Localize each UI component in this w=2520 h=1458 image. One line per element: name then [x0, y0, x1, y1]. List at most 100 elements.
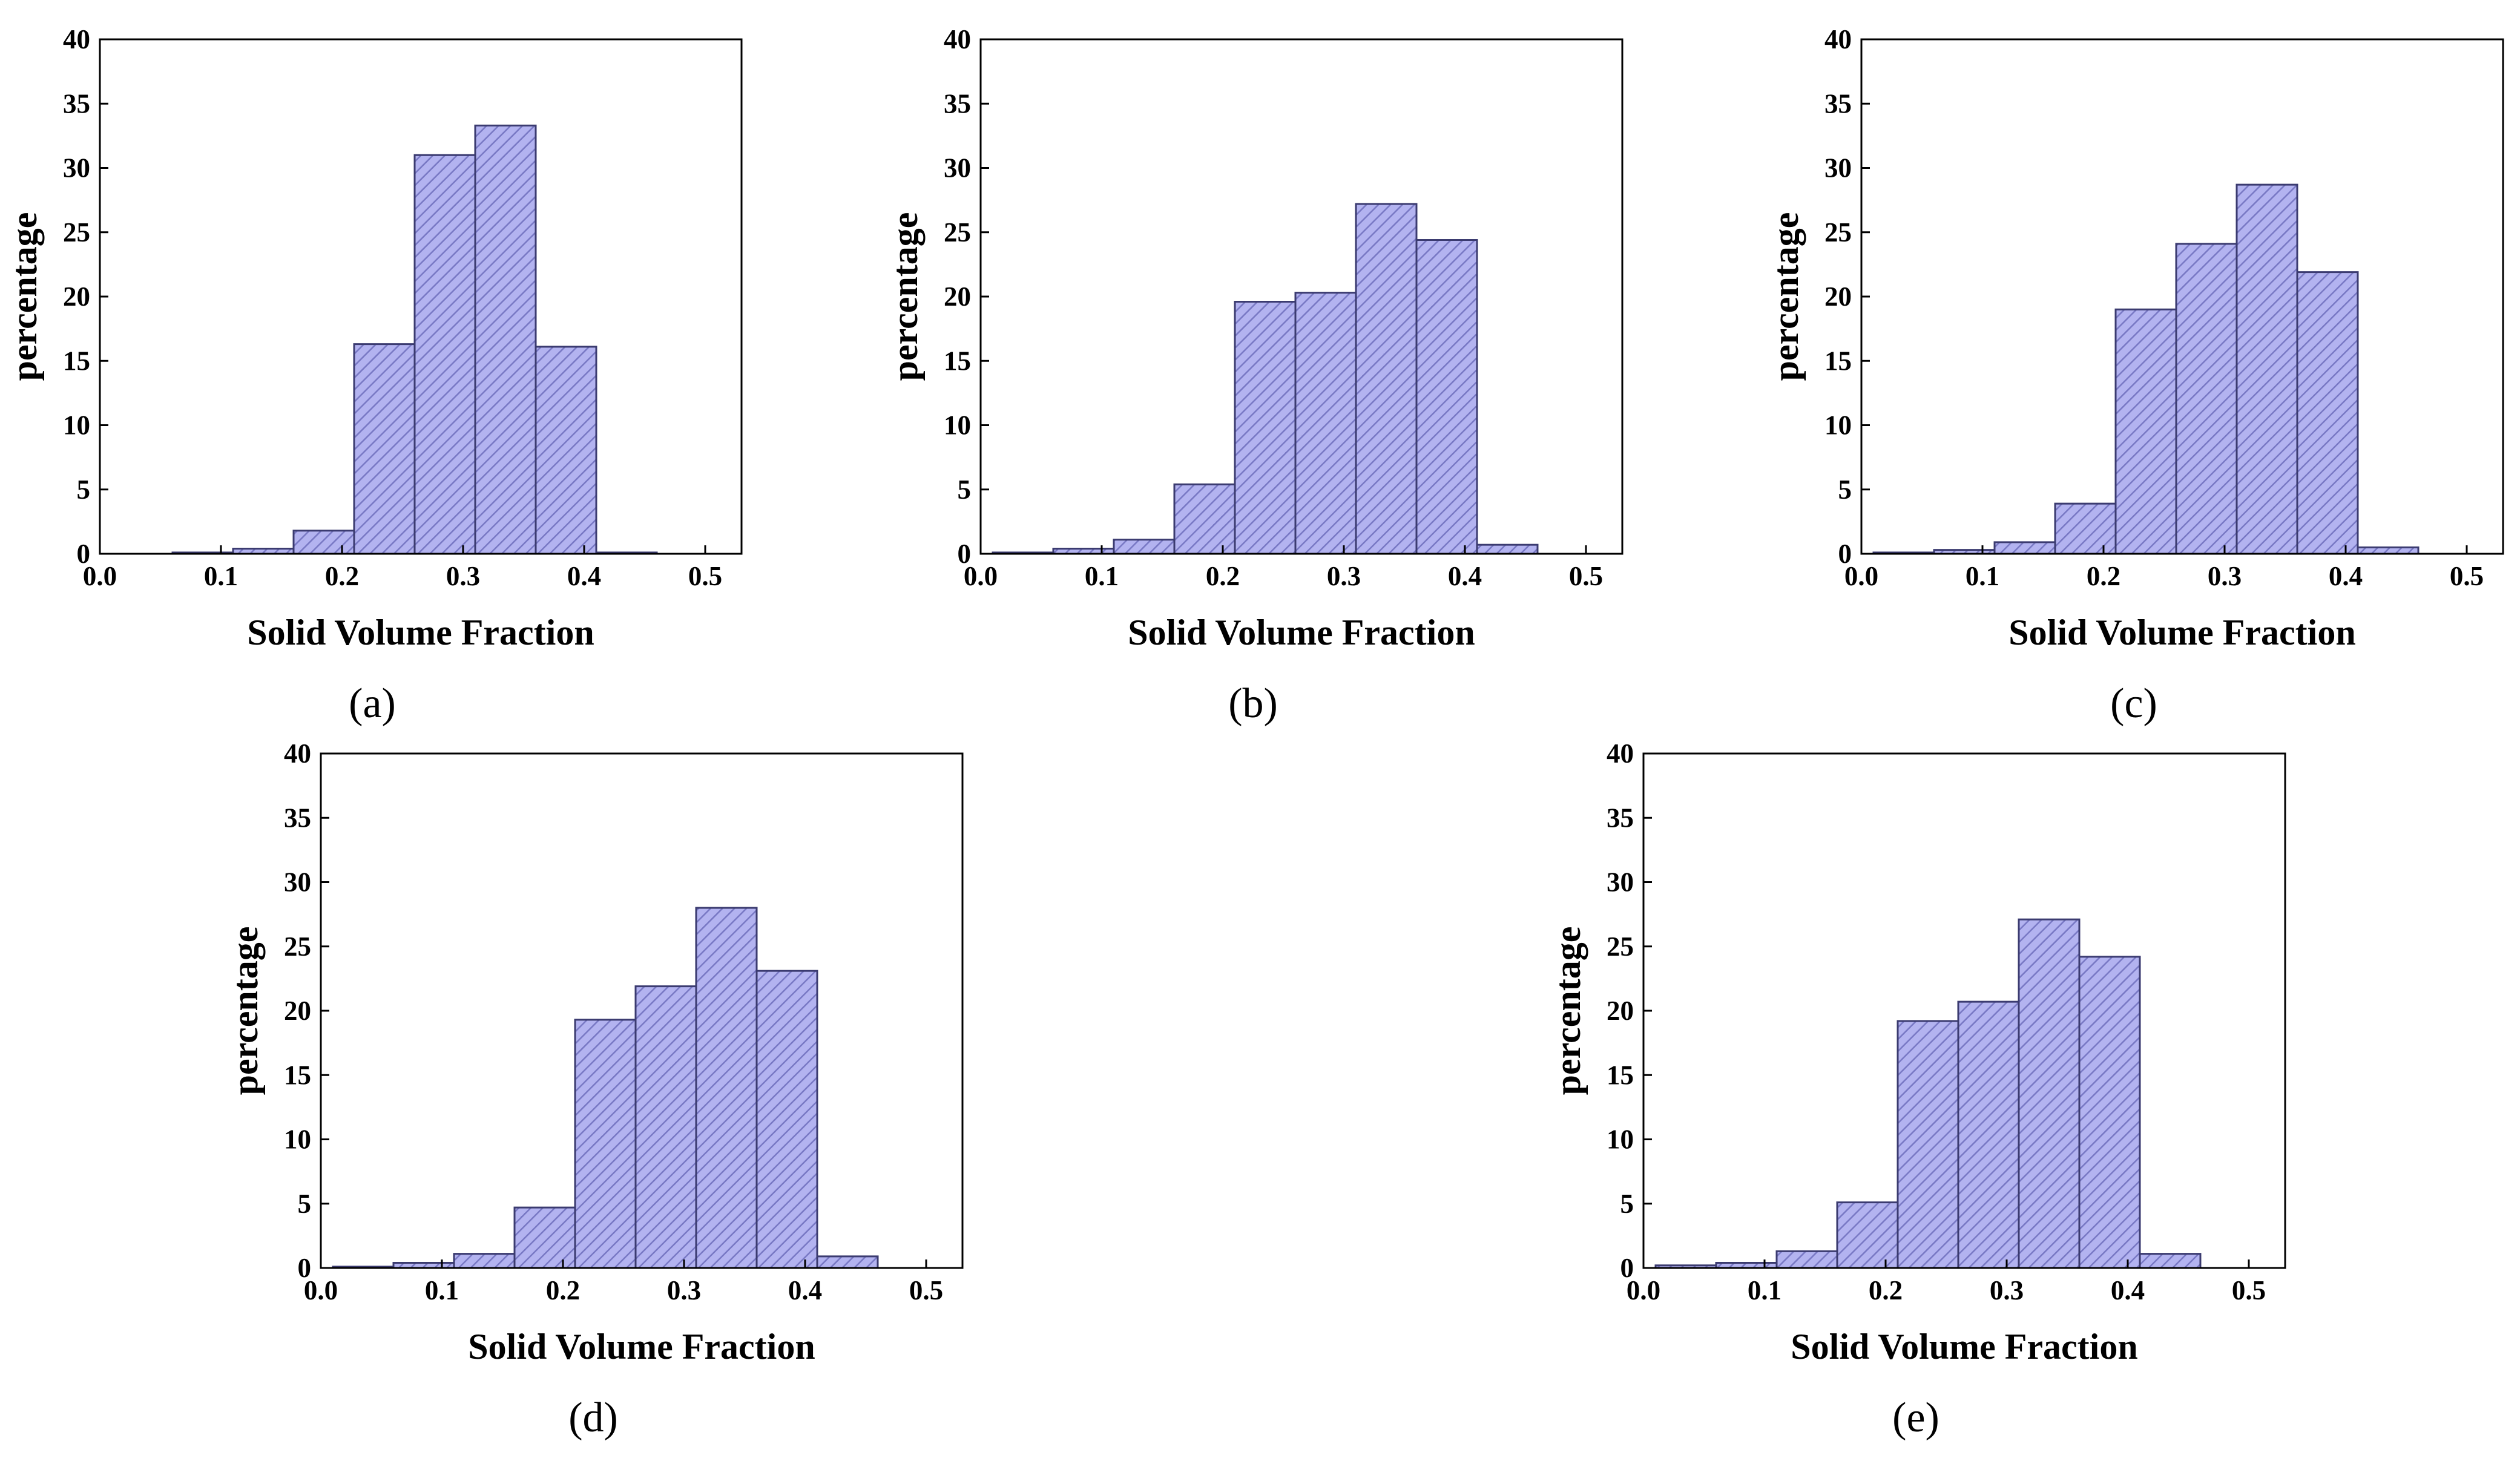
y-tick-label: 10 — [944, 410, 971, 441]
histogram-bar — [353, 343, 416, 555]
histogram-bar — [2018, 918, 2081, 1269]
x-axis-title: Solid Volume Fraction — [1128, 612, 1475, 652]
x-tick-label: 0.4 — [567, 561, 601, 591]
y-tick-label: 25 — [284, 931, 311, 962]
y-tick-label: 20 — [1607, 996, 1634, 1026]
y-tick-label: 30 — [944, 153, 971, 183]
y-tick-label: 15 — [1824, 346, 1852, 376]
y-tick-label: 30 — [1607, 867, 1634, 898]
histogram-bar — [1294, 292, 1357, 555]
y-tick-label: 25 — [1824, 217, 1852, 248]
y-tick-label: 40 — [284, 738, 311, 769]
y-tick-label: 20 — [63, 281, 90, 312]
x-tick-label: 0.4 — [2111, 1275, 2145, 1305]
histogram-bar — [1476, 543, 1539, 555]
y-tick-label: 35 — [1607, 803, 1634, 833]
x-tick-label: 0.3 — [1327, 561, 1361, 591]
histogram-bar — [816, 1255, 879, 1269]
histogram-bar — [413, 154, 476, 555]
y-tick-label: 10 — [1824, 410, 1852, 441]
x-tick-label: 0.4 — [2329, 561, 2363, 591]
x-tick-label: 0.5 — [909, 1275, 943, 1305]
x-tick-label: 0.1 — [425, 1275, 459, 1305]
x-tick-label: 0.2 — [546, 1275, 580, 1305]
y-tick-label: 15 — [284, 1060, 311, 1090]
histogram-bar — [1897, 1020, 1959, 1269]
y-tick-label: 0 — [298, 1253, 312, 1283]
histogram-bar — [292, 530, 355, 555]
x-tick-label: 0.3 — [1990, 1275, 2024, 1305]
y-tick-label: 10 — [1607, 1125, 1634, 1155]
x-tick-label: 0.3 — [667, 1275, 701, 1305]
y-tick-label: 25 — [944, 217, 971, 248]
histogram-bar — [2296, 271, 2359, 555]
y-tick-label: 30 — [63, 153, 90, 183]
x-axis-title: Solid Volume Fraction — [247, 612, 594, 652]
x-axis-title: Solid Volume Fraction — [2008, 612, 2355, 652]
y-tick-label: 0 — [1838, 539, 1852, 569]
histogram-bar — [2175, 243, 2238, 555]
histogram-bar — [1355, 203, 1418, 555]
histogram-bar — [2114, 308, 2177, 555]
histogram-bar — [755, 970, 818, 1269]
histogram-bar — [695, 907, 758, 1269]
x-tick-label: 0.5 — [1569, 561, 1603, 591]
chart-panel: 0.0 0.1 0.2 0.3 0.4 0.5 0 5 10 15 20 25 30 35 40 Solid … — [885, 24, 1624, 727]
x-tick-label: 0.3 — [2208, 561, 2242, 591]
histogram-bar — [513, 1206, 576, 1269]
x-tick-label: 0.5 — [2450, 561, 2484, 591]
x-tick-label: 0.0 — [1627, 1275, 1660, 1305]
x-tick-label: 0.0 — [1844, 561, 1878, 591]
histogram-bar — [474, 124, 537, 555]
y-tick-label: 5 — [77, 475, 91, 505]
histogram-bar — [634, 985, 697, 1269]
y-tick-label: 20 — [284, 996, 311, 1026]
y-tick-label: 40 — [1607, 738, 1634, 769]
panel-label: (c) — [2110, 680, 2157, 727]
histogram-bar — [535, 346, 597, 555]
y-axis-title: percentage — [225, 927, 265, 1095]
histogram-bar — [2139, 1253, 2202, 1269]
y-tick-label: 20 — [1824, 281, 1852, 312]
y-tick-label: 35 — [63, 88, 90, 119]
x-tick-label: 0.1 — [1085, 561, 1119, 591]
panel-label: (e) — [1892, 1394, 1939, 1441]
y-tick-label: 15 — [63, 346, 90, 376]
x-axis-title: Solid Volume Fraction — [468, 1327, 815, 1367]
x-tick-label: 0.2 — [325, 561, 359, 591]
chart-panel: 0.0 0.1 0.2 0.3 0.4 0.5 0 5 10 15 20 25 30 35 40 Solid … — [1548, 738, 2286, 1441]
x-tick-label: 0.5 — [688, 561, 722, 591]
histogram-bar — [453, 1253, 516, 1269]
y-tick-label: 40 — [63, 24, 90, 54]
histogram-bar — [574, 1019, 637, 1269]
histogram-bar — [1234, 301, 1297, 555]
y-tick-label: 15 — [1607, 1060, 1634, 1090]
chart-panel: 0.0 0.1 0.2 0.3 0.4 0.5 0 5 10 15 20 25 30 35 40 Solid … — [4, 24, 743, 727]
x-tick-label: 0.0 — [964, 561, 998, 591]
y-tick-label: 10 — [63, 410, 90, 441]
chart-panel: 0.0 0.1 0.2 0.3 0.4 0.5 0 5 10 15 20 25 30 35 40 Solid … — [225, 738, 964, 1441]
panel-label: (d) — [568, 1394, 618, 1441]
y-tick-label: 20 — [944, 281, 971, 312]
x-tick-label: 0.1 — [204, 561, 238, 591]
x-tick-label: 0.2 — [1206, 561, 1240, 591]
y-axis-title: percentage — [885, 212, 925, 381]
x-tick-label: 0.2 — [2087, 561, 2120, 591]
histogram-bar — [2078, 956, 2141, 1269]
y-tick-label: 35 — [1824, 88, 1852, 119]
y-tick-label: 5 — [1838, 475, 1852, 505]
y-tick-label: 40 — [944, 24, 971, 54]
histogram-bar — [2235, 183, 2298, 555]
histogram-bar — [1173, 483, 1236, 555]
y-tick-label: 25 — [63, 217, 90, 248]
x-tick-label: 0.3 — [446, 561, 480, 591]
x-tick-label: 0.4 — [788, 1275, 822, 1305]
y-tick-label: 0 — [958, 539, 972, 569]
histogram-bar — [2357, 546, 2420, 555]
y-tick-label: 0 — [77, 539, 91, 569]
histogram-bar — [1957, 1000, 2020, 1269]
histogram-bar — [1836, 1201, 1899, 1269]
y-tick-label: 35 — [944, 88, 971, 119]
y-tick-label: 0 — [1620, 1253, 1634, 1283]
